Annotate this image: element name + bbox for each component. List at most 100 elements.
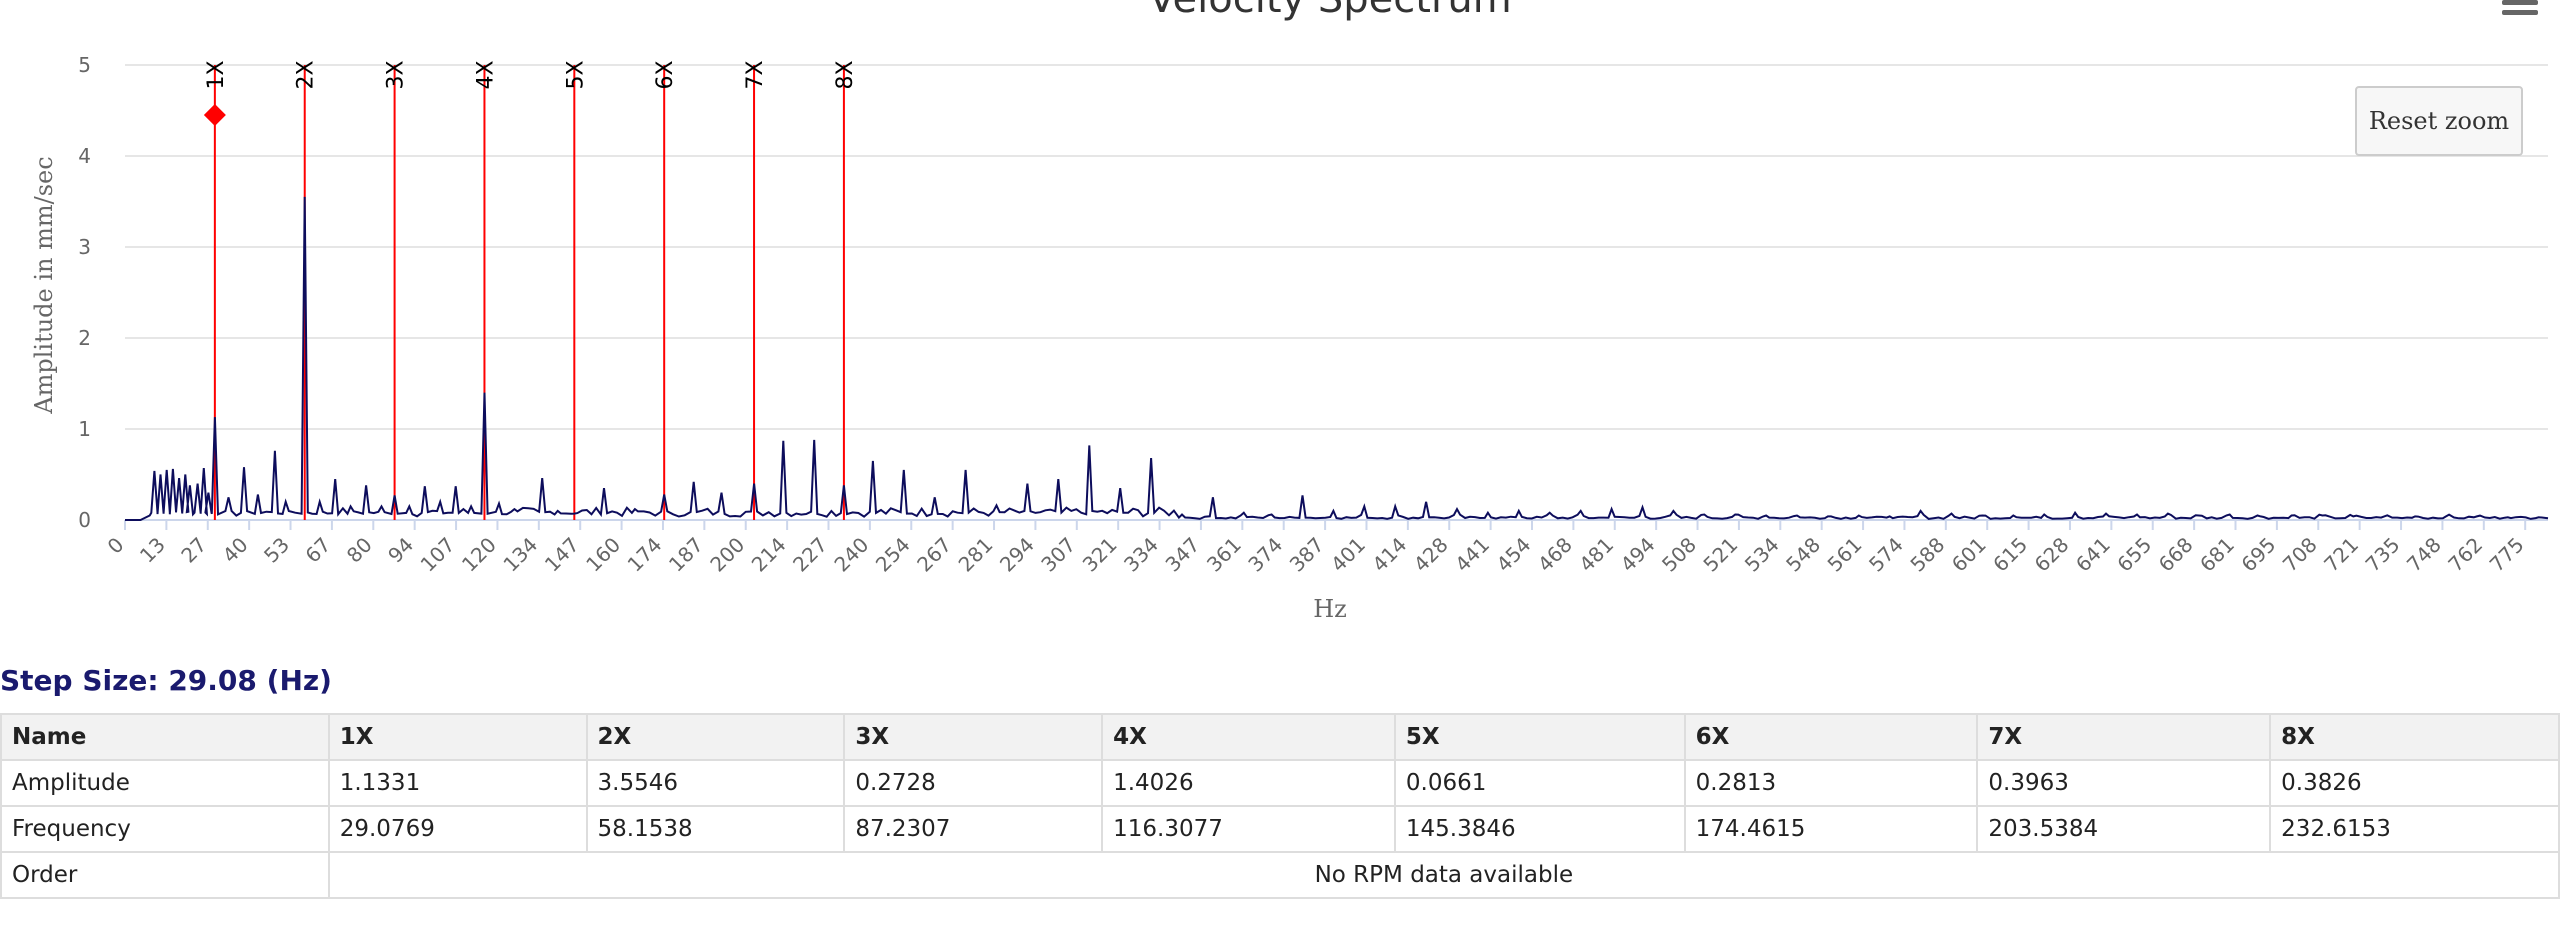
x-tick-label: 521 — [1698, 533, 1742, 577]
x-tick-label: 361 — [1202, 533, 1246, 577]
x-tick-label: 200 — [705, 533, 749, 577]
header-5x: 5X — [1393, 713, 1686, 761]
x-tick-label: 374 — [1243, 533, 1287, 577]
x-tick-label: 227 — [788, 533, 832, 577]
table-cell: 58.1538 — [585, 805, 846, 853]
grid-lines — [125, 64, 2548, 521]
row-label: Frequency — [0, 805, 330, 853]
table-row-amplitude: Amplitude 1.1331 3.5546 0.2728 1.4026 0.… — [0, 759, 2560, 807]
harmonic-label-6x: 6X — [653, 60, 678, 89]
x-tick-label: 468 — [1533, 533, 1577, 577]
x-tick-label: 668 — [2154, 533, 2198, 577]
row-label: Amplitude — [0, 759, 330, 807]
x-tick-label: 321 — [1078, 533, 1122, 577]
x-tick-label: 254 — [871, 533, 915, 577]
x-tick-label: 27 — [176, 533, 211, 568]
header-8x: 8X — [2269, 713, 2560, 761]
x-tick-label: 187 — [664, 533, 708, 577]
x-tick-label: 775 — [2485, 533, 2529, 577]
x-tick-label: 641 — [2071, 533, 2115, 577]
x-tick-label: 401 — [1326, 533, 1370, 577]
x-tick-label: 508 — [1657, 533, 1701, 577]
x-tick-label: 80 — [342, 533, 377, 568]
y-tick-label: 1 — [78, 417, 91, 441]
x-tick-label: 735 — [2361, 533, 2405, 577]
x-tick-label: 481 — [1574, 533, 1618, 577]
y-axis-ticks: 0 1 2 3 4 5 — [78, 53, 91, 532]
x-tick-label: 13 — [135, 533, 170, 568]
x-tick-label: 494 — [1616, 533, 1660, 577]
x-tick-label: 147 — [540, 533, 584, 577]
y-tick-label: 3 — [78, 235, 91, 259]
x-tick-label: 534 — [1740, 533, 1784, 577]
x-axis-ticks: 0 13 27 40 53 67 80 941071201341471601741872002… — [103, 520, 2529, 577]
reset-zoom-button[interactable]: Reset zoom — [2355, 86, 2523, 156]
x-tick-label: 721 — [2319, 533, 2363, 577]
x-tick-label: 267 — [912, 533, 956, 577]
harmonic-label-2x: 2X — [294, 60, 319, 89]
x-tick-label: 107 — [416, 533, 460, 577]
table-cell: 0.0661 — [1393, 759, 1686, 807]
table-cell: 0.3963 — [1976, 759, 2272, 807]
header-6x: 6X — [1683, 713, 1979, 761]
y-tick-label: 4 — [78, 144, 91, 168]
x-tick-label: 601 — [1947, 533, 1991, 577]
table-cell: 174.4615 — [1683, 805, 1979, 853]
x-tick-label: 695 — [2236, 533, 2280, 577]
table-header-row: Name 1X 2X 3X 4X 5X 6X 7X 8X — [0, 713, 2560, 761]
x-tick-label: 414 — [1367, 533, 1411, 577]
table-cell: 232.6153 — [2269, 805, 2560, 853]
x-tick-label: 0 — [103, 533, 129, 559]
table-cell: 29.0769 — [327, 805, 588, 853]
table-cell: 203.5384 — [1976, 805, 2272, 853]
x-tick-label: 454 — [1492, 533, 1536, 577]
x-tick-label: 347 — [1161, 533, 1205, 577]
highlight-point[interactable] — [203, 104, 226, 127]
x-tick-label: 240 — [829, 533, 873, 577]
x-tick-label: 548 — [1781, 533, 1825, 577]
x-tick-label: 94 — [383, 533, 418, 568]
harmonic-label-5x: 5X — [563, 60, 588, 89]
spectrum-series-line[interactable] — [125, 196, 2549, 521]
x-tick-label: 574 — [1864, 533, 1908, 577]
table-cell: 1.1331 — [327, 759, 588, 807]
table-cell: 0.2728 — [843, 759, 1104, 807]
harmonic-label-3x: 3X — [384, 60, 409, 89]
table-cell: 3.5546 — [585, 759, 846, 807]
table-cell: 0.3826 — [2269, 759, 2560, 807]
harmonics-table: Name 1X 2X 3X 4X 5X 6X 7X 8X Amplitude 1… — [0, 713, 2561, 899]
x-tick-label: 628 — [2030, 533, 2074, 577]
x-axis-label: Hz — [1313, 595, 1347, 623]
x-tick-label: 134 — [498, 533, 542, 577]
no-rpm-message: No RPM data available — [327, 851, 2561, 899]
x-tick-label: 387 — [1285, 533, 1329, 577]
menu-bar-2 — [2502, 10, 2538, 15]
x-tick-label: 748 — [2402, 533, 2446, 577]
harmonic-label-4x: 4X — [473, 60, 498, 89]
table-cell: 116.3077 — [1101, 805, 1396, 853]
x-tick-label: 655 — [2112, 533, 2156, 577]
highlight-point-layer — [203, 104, 226, 127]
x-tick-label: 708 — [2278, 533, 2322, 577]
harmonic-label-1x: 1X — [204, 60, 229, 89]
x-tick-label: 67 — [300, 533, 335, 568]
x-tick-label: 294 — [995, 533, 1039, 577]
header-7x: 7X — [1976, 713, 2272, 761]
chart-title: Velocity Spectrum — [1148, 0, 1511, 22]
table-cell: 145.3846 — [1393, 805, 1686, 853]
y-tick-label: 5 — [78, 53, 91, 77]
x-tick-label: 40 — [218, 533, 253, 568]
step-size-label: Step Size: 29.08 (Hz) — [0, 664, 332, 697]
y-tick-label: 2 — [78, 326, 91, 350]
hamburger-menu-icon[interactable] — [2502, 0, 2538, 22]
x-tick-label: 762 — [2443, 533, 2487, 577]
x-tick-label: 53 — [259, 533, 294, 568]
harmonic-label-7x: 7X — [743, 60, 768, 89]
y-tick-label: 0 — [78, 508, 91, 532]
x-tick-label: 160 — [581, 533, 625, 577]
x-tick-label: 120 — [457, 533, 501, 577]
table-row-order: Order No RPM data available — [0, 851, 2561, 899]
x-tick-label: 307 — [1036, 533, 1080, 577]
table-row-frequency: Frequency 29.0769 58.1538 87.2307 116.30… — [0, 805, 2560, 853]
